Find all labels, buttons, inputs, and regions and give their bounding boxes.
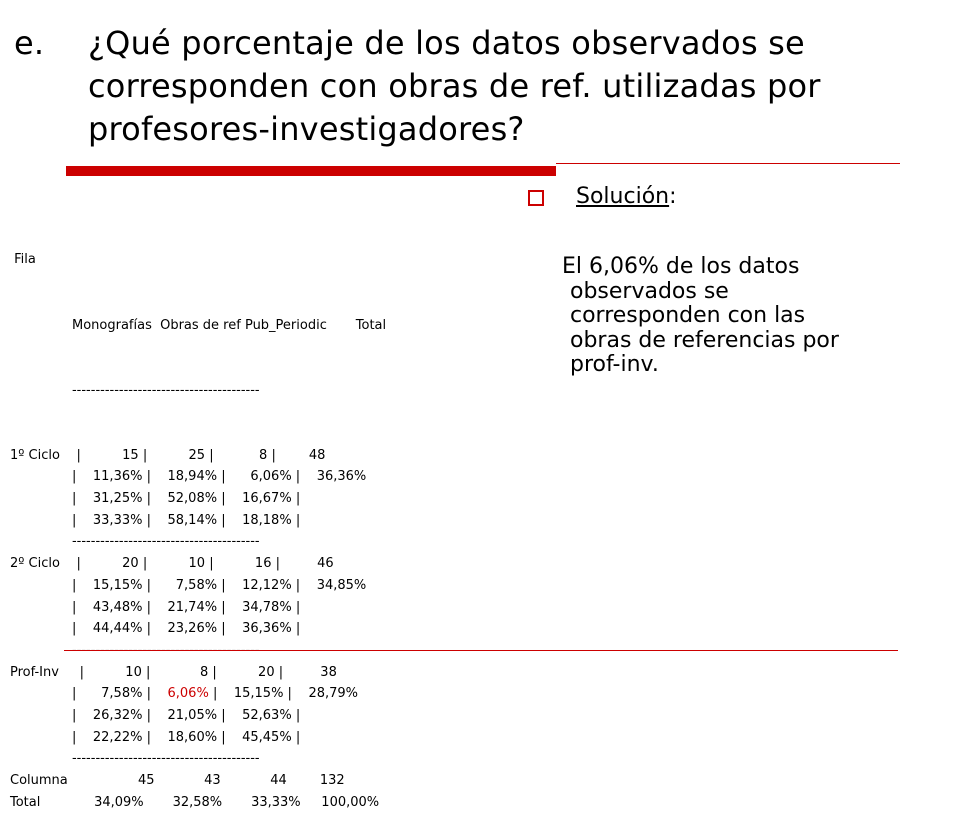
table-row: Columna 45 43 44 132: [10, 773, 345, 788]
table-header-columns: Monografías Obras de ref Pub_Periodic To…: [10, 317, 387, 333]
table-rows: 1º Ciclo | 15 | 25 | 8 | 48 | 11,36% | 1…: [10, 445, 386, 814]
footer-rule: [64, 650, 898, 651]
table-row: | 11,36% | 18,94% | 6,06% | 36,36%: [10, 469, 367, 485]
table-row: ----------------------------------------: [10, 534, 260, 550]
table-row: | 43,48% | 21,74% | 34,78% |: [10, 599, 301, 615]
title-underline-bar: [66, 166, 556, 176]
table-row: | 26,32% | 21,05% | 52,63% |: [10, 707, 301, 723]
answer-line-5: prof-inv.: [570, 352, 659, 377]
crosstab-table: Fila Monografías Obras de ref Pub_Period…: [10, 206, 386, 835]
table-row: | 33,33% | 58,14% | 18,18% |: [10, 512, 301, 528]
table-header-fila: Fila: [10, 252, 36, 268]
table-row: | 7,58% | 6,06% | 15,15% | 28,79%: [10, 686, 359, 702]
answer-line-4: obras de referencias por: [570, 327, 839, 353]
title-text: ¿Qué porcentaje de los datos observados …: [88, 22, 958, 151]
table-row: 2º Ciclo | 20 | 10 | 16 | 46: [10, 556, 334, 572]
square-bullet-icon: [528, 190, 544, 206]
answer-line-3: corresponden con las: [570, 303, 806, 328]
table-row: | 44,44% | 23,26% | 36,36% |: [10, 621, 301, 637]
table-row: | 15,15% | 7,58% | 12,12% | 34,85%: [10, 577, 367, 593]
title-line-1: ¿Qué porcentaje de los datos observados …: [88, 24, 805, 62]
answer-line-2: observados se: [570, 278, 729, 304]
solution-label: Solución:: [576, 184, 677, 209]
title-item-label: e.: [14, 24, 45, 62]
table-row: Prof-Inv | 10 | 8 | 20 | 38: [10, 664, 337, 680]
highlighted-value: 6,06%: [155, 686, 209, 702]
table-row: | 22,22% | 18,60% | 45,45% |: [10, 729, 301, 745]
table-row: ----------------------------------------: [10, 751, 260, 767]
table-row: | 31,25% | 52,08% | 16,67% |: [10, 491, 301, 507]
table-row: 1º Ciclo | 15 | 25 | 8 | 48: [10, 447, 326, 463]
table-separator: ----------------------------------------: [10, 382, 260, 398]
solution-answer: El 6,06% de los datos observados se corr…: [562, 254, 930, 378]
title-underline-line: [556, 163, 900, 164]
title-line-3: profesores-investigadores?: [88, 110, 525, 148]
title-line-2: corresponden con obras de ref. utilizada…: [88, 67, 821, 105]
table-row: Total 34,09% 32,58% 33,33% 100,00%: [10, 794, 380, 810]
answer-line-1: El 6,06% de los datos: [562, 254, 800, 279]
